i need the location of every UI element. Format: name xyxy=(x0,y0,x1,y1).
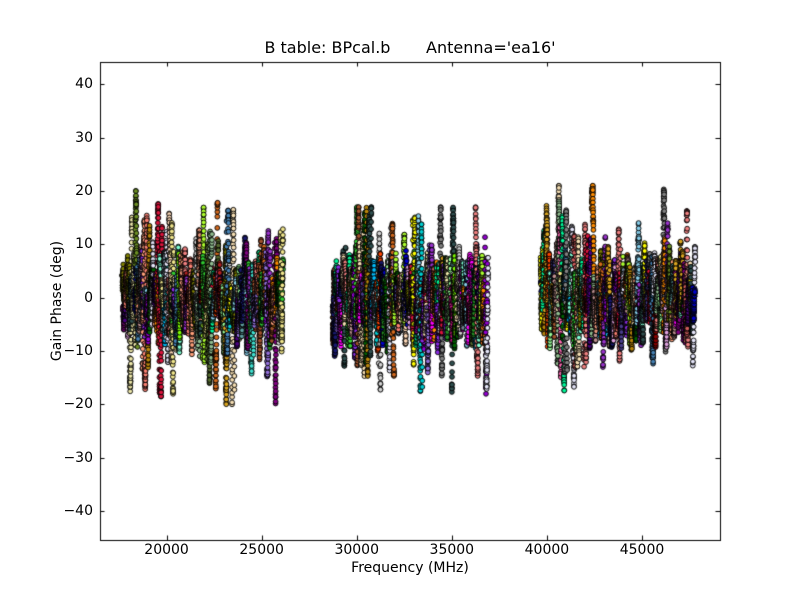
y-tick-label: −40 xyxy=(63,503,93,520)
y-tick-label: 30 xyxy=(75,129,93,146)
y-tick-label: 10 xyxy=(75,236,93,253)
y-tick-label: 40 xyxy=(75,76,93,93)
y-tick-label: 20 xyxy=(75,183,93,200)
x-tick-label: 40000 xyxy=(524,542,570,558)
chart-title: B table: BPcal.b Antenna='ea16' xyxy=(264,38,556,57)
x-tick-label: 30000 xyxy=(334,542,380,558)
y-tick-label: 0 xyxy=(84,289,93,306)
x-tick-label: 25000 xyxy=(239,542,284,558)
y-tick-label: −30 xyxy=(63,449,93,466)
y-tick-label: −20 xyxy=(63,396,93,413)
x-axis-label: Frequency (MHz) xyxy=(351,560,469,576)
x-tick-label: 20000 xyxy=(144,542,189,558)
x-tick-label: 35000 xyxy=(429,542,475,558)
y-tick-label: −10 xyxy=(63,343,93,360)
x-tick-label: 45000 xyxy=(619,542,665,558)
